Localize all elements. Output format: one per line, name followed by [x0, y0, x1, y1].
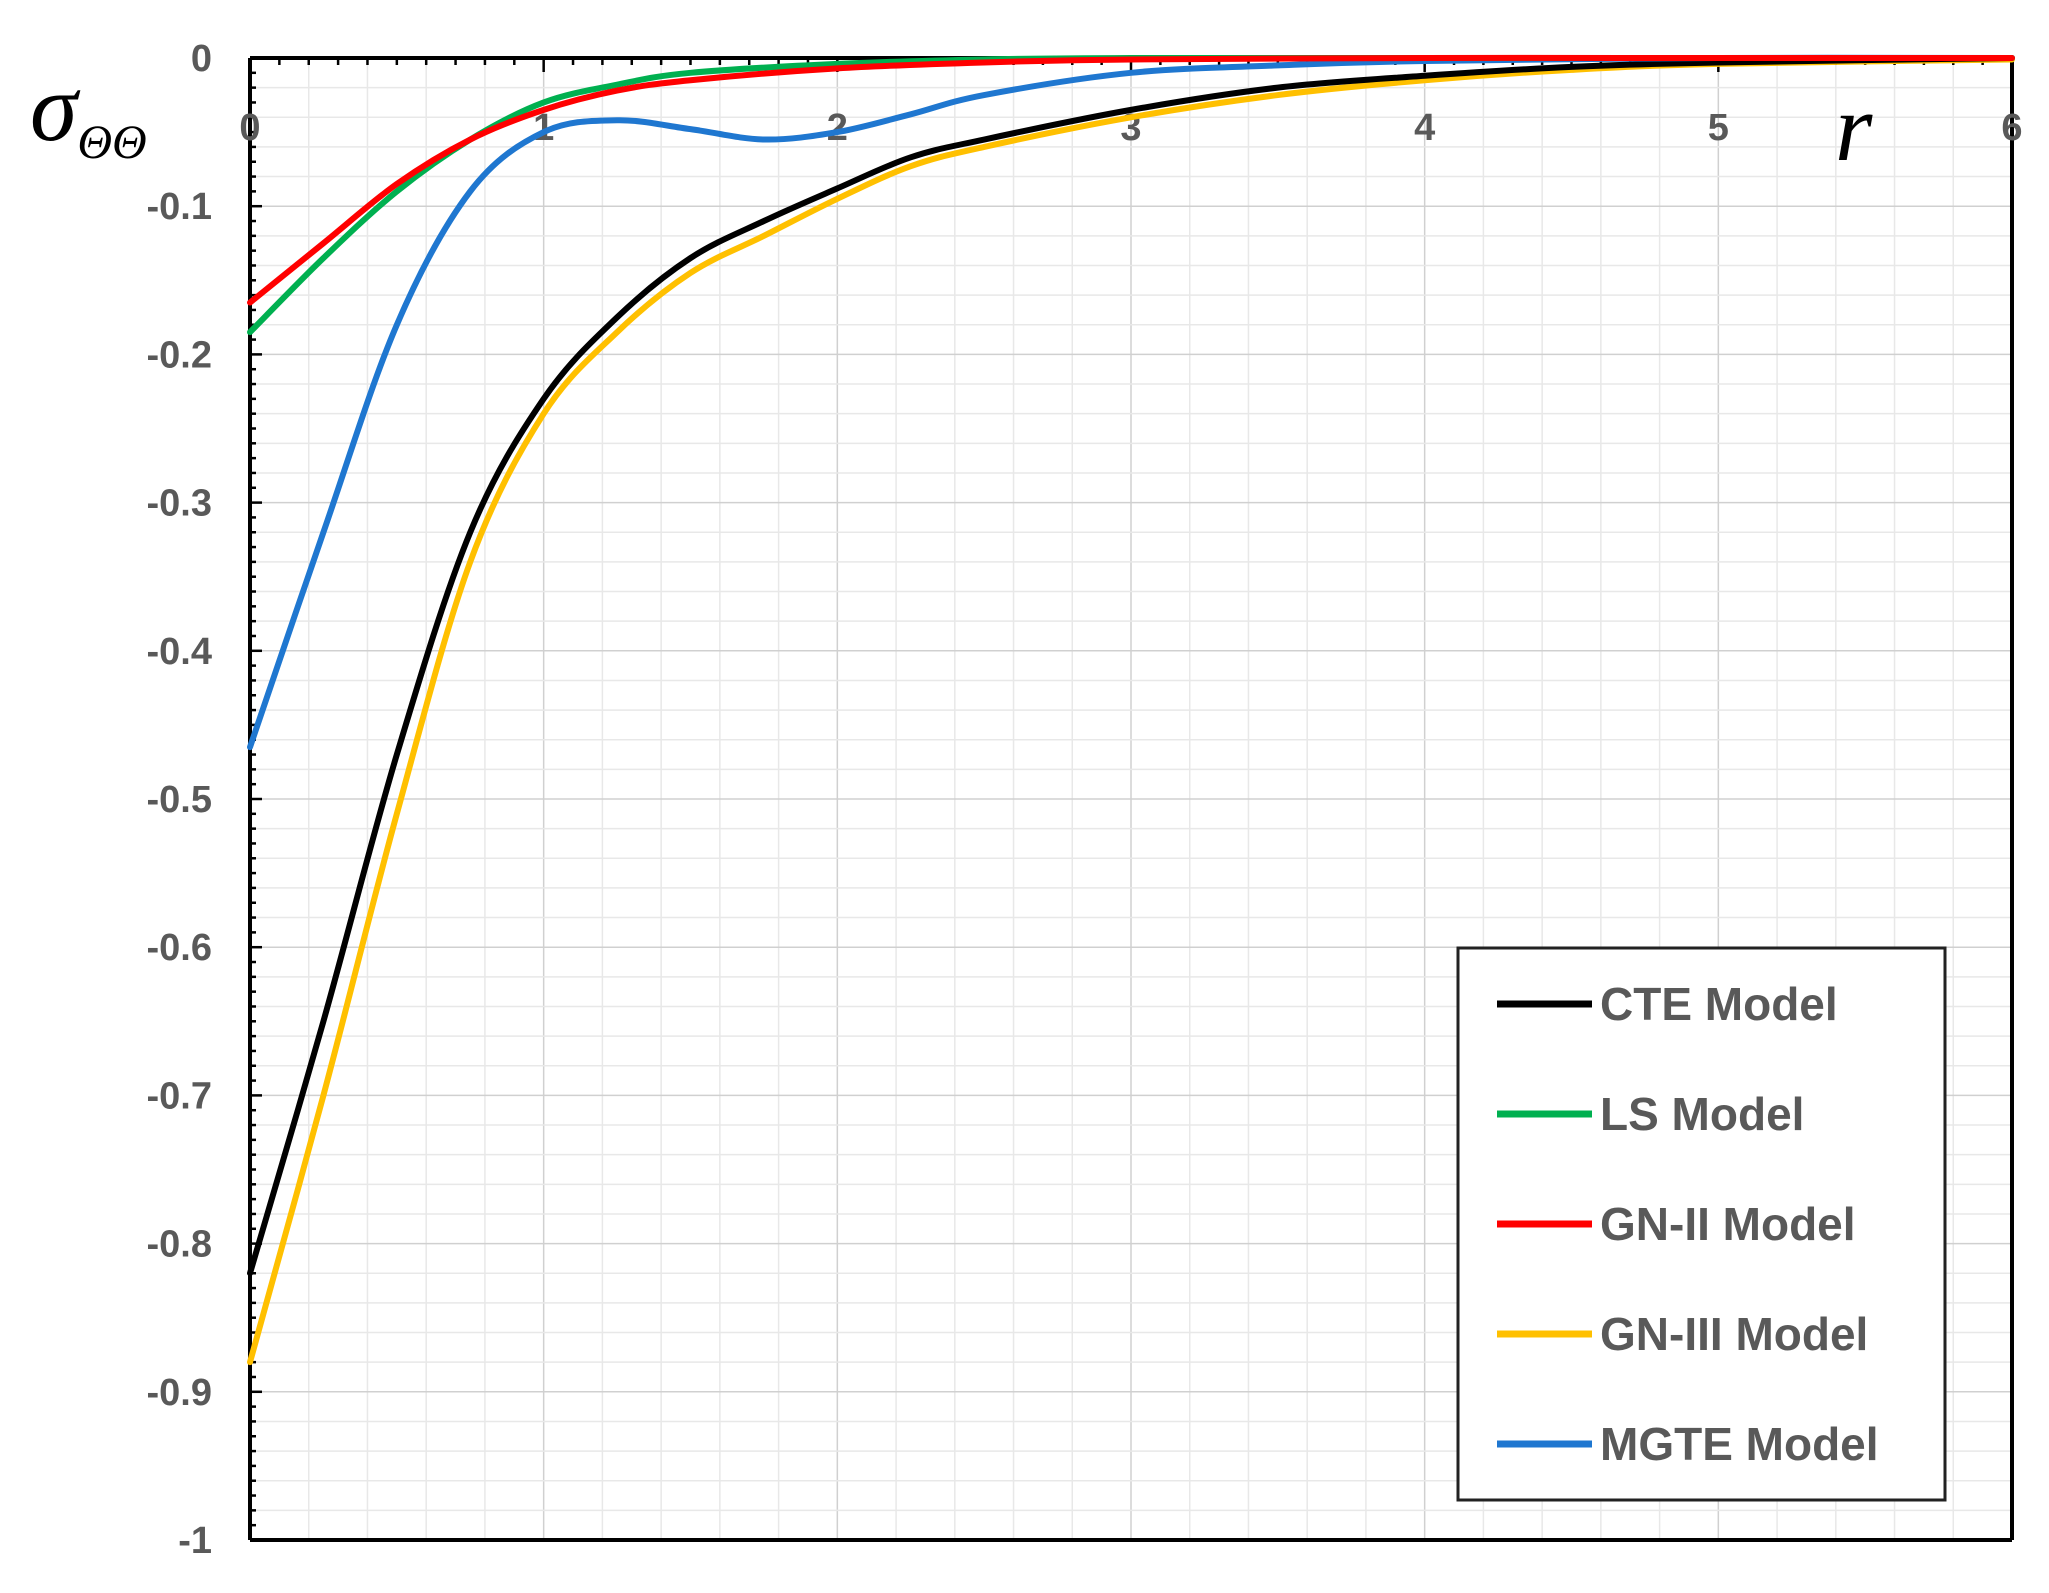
y-axis-label: σΘΘ — [30, 54, 147, 169]
y-tick-label: -0.2 — [147, 334, 212, 376]
x-tick-label: 4 — [1414, 107, 1435, 149]
y-tick-label: -0.9 — [147, 1372, 212, 1414]
y-tick-label: -0.7 — [147, 1075, 212, 1117]
series-lines — [247, 54, 2015, 1366]
x-tick-label: 6 — [2001, 107, 2022, 149]
x-tick-label: 0 — [239, 107, 260, 149]
y-tick-label: -0.1 — [147, 186, 212, 228]
y-tick-label: -0.5 — [147, 779, 212, 821]
legend-label-gn-ii-model: GN-II Model — [1600, 1198, 1856, 1250]
y-tick-label: -0.3 — [147, 483, 212, 525]
x-tick-label: 2 — [827, 107, 848, 149]
series-line-gn-ii-model — [247, 54, 2015, 306]
legend: CTE Model LS Model GN-II Model GN-III Model… — [1456, 946, 1947, 1502]
series-line-cte-model — [247, 55, 2015, 1277]
y-tick-label: -0.4 — [147, 631, 212, 673]
tick-labels: 0 1 2 3 4 5 60-0.1-0.2-0.3-0.4-0.5-0.6-0.7-0.8… — [147, 38, 2023, 1562]
legend-label-ls-model: LS Model — [1600, 1088, 1804, 1140]
legend-label-gn-iii-model: GN-III Model — [1600, 1308, 1868, 1360]
y-axis-label-symbol: σ — [30, 54, 81, 161]
x-axis-label: r — [1835, 74, 1873, 181]
x-tick-label: 1 — [533, 107, 554, 149]
y-tick-label: 0 — [191, 38, 212, 80]
series-line-gn-iii-model — [247, 56, 2015, 1366]
x-tick-label: 5 — [1708, 107, 1729, 149]
legend-label-mgte-model: MGTE Model — [1600, 1418, 1879, 1470]
y-tick-label: -0.8 — [147, 1224, 212, 1266]
y-tick-label: -0.6 — [147, 927, 212, 969]
legend-label-cte-model: CTE Model — [1600, 978, 1838, 1030]
y-tick-label: -1 — [178, 1520, 212, 1562]
y-axis-label-subscript: ΘΘ — [77, 116, 146, 169]
